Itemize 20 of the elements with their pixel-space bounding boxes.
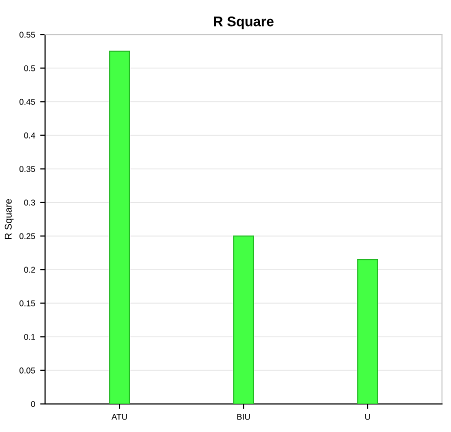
bar bbox=[109, 50, 130, 404]
y-tick-label: 0 bbox=[31, 401, 36, 408]
y-tick-label: 0.35 bbox=[19, 166, 36, 172]
bar bbox=[357, 258, 378, 404]
y-tick-label: 0.55 bbox=[19, 32, 36, 38]
y-axis-title: R Square bbox=[4, 199, 14, 239]
chart-title: R Square bbox=[214, 16, 274, 30]
y-tick-label: 0.15 bbox=[19, 300, 36, 306]
y-tick-label: 0.2 bbox=[24, 266, 35, 273]
y-tick-label: 0.05 bbox=[19, 368, 36, 374]
x-tick-label: U bbox=[365, 414, 370, 420]
x-tick-label: BIU bbox=[237, 414, 250, 420]
y-tick-label: 0.25 bbox=[19, 233, 36, 240]
x-tick-label: ATU bbox=[112, 414, 127, 420]
y-tick-label: 0.45 bbox=[19, 98, 36, 105]
y-tick-label: 0.4 bbox=[24, 132, 36, 138]
y-tick-label: 0.1 bbox=[24, 334, 35, 340]
y-tick-label: 0.3 bbox=[24, 200, 36, 206]
bar bbox=[233, 235, 254, 404]
y-tick-label: 0.5 bbox=[24, 65, 36, 72]
